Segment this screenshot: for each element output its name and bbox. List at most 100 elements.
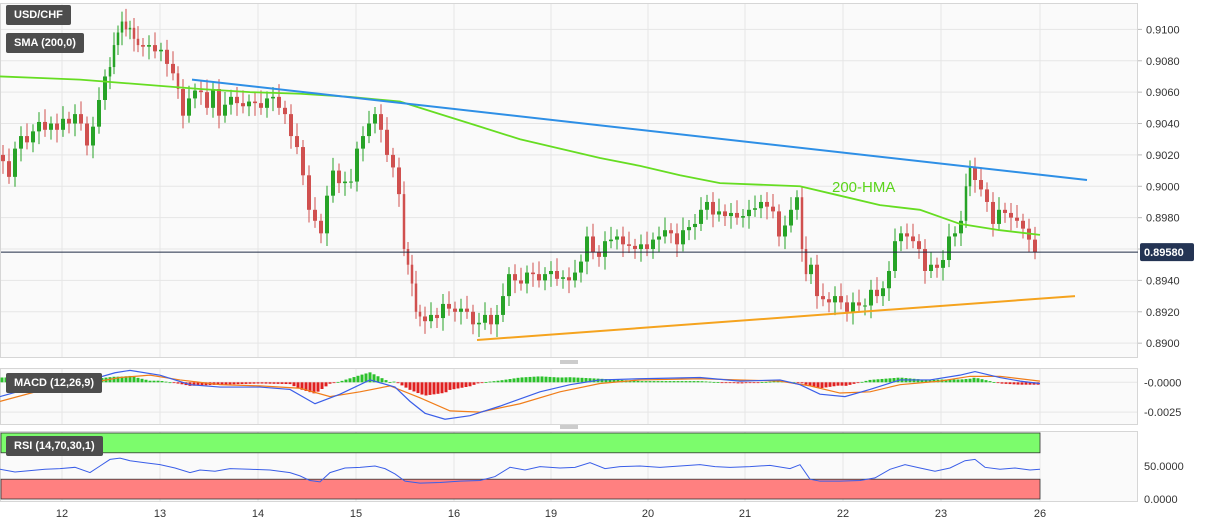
macd-histogram-bar [544,376,548,383]
candle-body [621,236,625,245]
macd-histogram-bar [580,377,584,383]
macd-histogram-bar [432,382,436,395]
macd-legend[interactable]: MACD (12,26,9) [6,373,103,393]
candle-body [519,280,523,284]
candle-body [851,302,855,312]
macd-histogram-bar [812,382,816,387]
macd-histogram-bar [832,382,836,387]
price-tick-label: 0.9080 [1146,56,1180,68]
candle-body [235,96,239,104]
sma-200-label: 200-HMA [832,179,895,196]
candle-body [735,212,739,218]
macd-histogram-bar [148,380,152,383]
candle-body [325,195,329,234]
candle-body [289,114,293,137]
macd-histogram-bar [536,376,540,383]
candle-body [223,104,227,116]
macd-histogram-bar [868,379,872,383]
macd-histogram-bar [652,381,656,383]
candle-body [459,308,463,312]
candle-body [7,161,11,177]
macd-histogram-bar [864,380,868,383]
macd-histogram-bar [280,382,284,384]
candle-body [997,209,1001,224]
candle-body [187,98,191,116]
macd-histogram-bar [276,382,280,384]
candle-body [765,201,769,207]
macd-histogram-bar [952,379,956,383]
macd-histogram-bar [744,382,748,384]
macd-histogram-bar [244,382,248,384]
macd-histogram-bar [648,381,652,383]
x-tick-label: 14 [252,508,264,520]
candle-body [979,180,983,190]
macd-histogram-bar [976,378,980,383]
candle-body [723,211,727,217]
macd-histogram-bar [116,376,120,383]
macd-histogram-bar [476,382,480,384]
candle-body [747,209,751,217]
sma-legend[interactable]: SMA (200,0) [6,33,84,53]
macd-histogram-bar [880,378,884,383]
price-tick-label: 0.9020 [1146,150,1180,162]
x-tick-label: 15 [350,508,362,520]
candle-body [863,305,867,307]
candle-body [79,114,83,124]
macd-histogram-bar [704,381,708,383]
macd-histogram-bar [144,379,148,383]
rsi-line [0,457,1041,484]
macd-histogram-bar [376,376,380,383]
macd-histogram-bar [572,377,576,383]
macd-histogram-bar [996,382,1000,384]
candle-body [537,274,541,281]
candle-body [49,123,53,130]
candle-body [108,67,112,77]
macd-histogram-bar [748,382,752,384]
macd-histogram-bar [756,382,760,384]
candle-body [67,118,71,124]
macd-histogram-bar [668,381,672,383]
price-tick-label: 0.9100 [1146,24,1180,36]
macd-histogram-bar [724,382,728,384]
macd-histogram-bar [672,381,676,383]
macd-histogram-bar [860,381,864,383]
candle-body [153,45,157,52]
candle-body [259,103,263,108]
candle-body [253,101,257,104]
support-trendline [476,295,1076,342]
macd-histogram-bar [920,379,924,383]
macd-histogram-bar [400,382,404,386]
macd-histogram-bar [264,382,268,384]
macd-histogram-bar [800,382,804,384]
candle-body [355,148,359,182]
macd-histogram-bar [344,379,348,383]
macd-histogram-bar [684,381,688,383]
rsi-oversold-zone [0,478,1041,500]
macd-histogram-bar [988,381,992,383]
candle-body [804,249,808,275]
rsi-legend[interactable]: RSI (14,70,30,1) [6,436,103,456]
candle-body [301,147,305,176]
macd-histogram-bar [132,376,136,383]
candle-body [397,167,401,195]
macd-histogram-bar [588,378,592,383]
macd-histogram-bar [1000,382,1004,384]
macd-histogram-bar [200,382,204,386]
macd-tick-label: -0.0000 [1144,377,1181,389]
candle-body [917,241,921,250]
candle-body [609,239,613,242]
macd-histogram-bar [176,382,180,384]
candle-body [295,136,299,148]
candle-body [809,264,813,275]
macd-histogram-bar [232,382,236,385]
macd-histogram-bar [912,378,916,383]
candle-body [789,209,793,226]
candle-body [905,233,909,237]
price-tick-label: 0.9000 [1146,181,1180,193]
macd-histogram-bar [272,382,276,384]
x-tick-label: 12 [56,508,68,520]
x-tick-label: 13 [154,508,166,520]
macd-histogram-bar [688,381,692,383]
candle-body [391,154,395,168]
macd-histogram-bar [584,378,588,383]
